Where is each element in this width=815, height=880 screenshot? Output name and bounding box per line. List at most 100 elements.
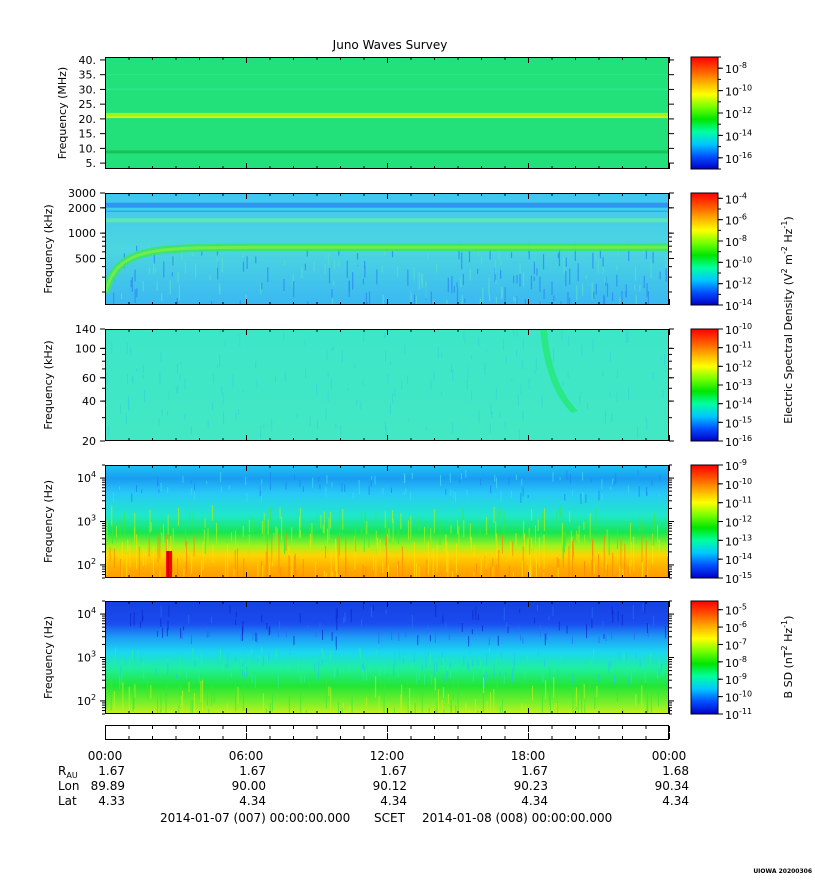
y-tick-label: 500 [75, 252, 96, 265]
time-tick-label: 00:00 [88, 749, 123, 763]
time-tick-label: 12:00 [370, 749, 405, 763]
colorbar-tick-exponent: -16 [739, 151, 752, 160]
colorbar-tick-exponent: -9 [739, 458, 747, 467]
colorbar-tick-exponent: -14 [739, 298, 752, 307]
y-axis-label: Frequency (kHz) [42, 340, 55, 429]
colorbar-tick-exponent: -10 [739, 84, 752, 93]
y-tick-label: 60 [82, 372, 96, 385]
ephemeris-row-label: Lon [58, 779, 79, 793]
y-tick-label: 104 [77, 470, 96, 485]
y-tick-label: 30. [79, 83, 97, 96]
colorbar-tick-label: 10-6 [725, 213, 747, 228]
spectrogram-mhz [105, 57, 669, 169]
colorbar-scale [690, 328, 719, 442]
radio-burst [540, 329, 578, 413]
colorbar-tick-label: 10-13 [725, 378, 752, 393]
time-axis-ticks [105, 726, 670, 739]
panel-mhz: 5. 10.15. 20. 25. 30.35. 40. Frequency (MHz) 10… [56, 54, 752, 170]
start-time-label: 2014-01-07 (007) 00:00:00.000 [160, 811, 350, 825]
colorbar-scale [690, 600, 719, 715]
y-axis-label: Frequency (kHz) [42, 204, 55, 293]
y-tick-label: 104 [77, 606, 96, 621]
y-tick-exponent: 2 [91, 557, 96, 566]
ephemeris-value: 90.12 [373, 779, 407, 793]
colorbar-khz_high: 10-4 10-6 10-8 10-10 10-12 10-14 [690, 191, 752, 313]
time-axis-labels: 00:00 06:00 12:00 18:00 00:00 [88, 749, 687, 763]
emission-band [105, 116, 669, 119]
colorbar-khz_low: 10-10 10-11 10-12 10-13 10-14 10-15 10-16 [690, 322, 752, 449]
emission-band [105, 136, 669, 138]
colorbar-tick-exponent: -12 [739, 515, 752, 524]
y-axis-label: Frequency (MHz) [56, 67, 69, 159]
ephemeris-value: 4.34 [662, 794, 689, 808]
end-time-label: 2014-01-08 (008) 00:00:00.000 [422, 811, 612, 825]
colorbar-tick-label: 10-10 [725, 255, 752, 270]
colorbar-tick-exponent: -12 [739, 106, 752, 115]
colorbar-tick-label: 10-10 [725, 690, 752, 705]
colorbar-tick-label: 10-6 [725, 620, 747, 635]
y-tick-label: 1000 [68, 227, 96, 240]
colorbar-tick-exponent: -7 [739, 637, 747, 646]
spectrogram-hz_b [105, 601, 669, 714]
y-tick-label: 20 [82, 435, 96, 448]
ephemeris-table: RAU 1.67 1.67 1.67 1.67 1.68 Lon 89.89 90.00 90.1… [58, 764, 689, 808]
y-tick-label: 102 [77, 693, 96, 708]
y-tick-label: 140 [75, 323, 96, 336]
ephemeris-value: 1.67 [521, 764, 548, 778]
ephemeris-value: 1.67 [239, 764, 266, 778]
spectrogram-khz_high [105, 193, 669, 305]
ephemeris-value: 89.89 [91, 779, 125, 793]
y-tick-label: 2000 [68, 202, 96, 215]
ephemeris-value: 1.68 [662, 764, 689, 778]
colorbar-hz_b: 10-5 10-6 10-7 10-8 10-9 10-10 10-11 [690, 600, 752, 722]
colorbar-tick-label: 10-9 [725, 672, 747, 687]
colorbar-tick-label: 10-16 [725, 151, 752, 166]
y-tick-label: 102 [77, 557, 96, 572]
colorbar-tick-exponent: -10 [739, 690, 752, 699]
colorbar-tick-exponent: -15 [739, 571, 752, 580]
colorbar-tick-exponent: -11 [739, 707, 752, 716]
y-tick-label: 103 [77, 514, 96, 529]
y-tick-label: 103 [77, 650, 96, 665]
y-tick-exponent: 2 [91, 693, 96, 702]
colorbar-tick-exponent: -12 [739, 277, 752, 286]
colorbar-tick-label: 10-12 [725, 515, 752, 530]
ephemeris-row-subscript: AU [66, 771, 77, 780]
colorbar-tick-label: 10-11 [725, 496, 752, 511]
colorbar-tick-exponent: -10 [739, 322, 752, 331]
colorbar-title-electric: Electric Spectral Density (V2 m-2 Hz-1) [780, 216, 795, 423]
colorbar-tick-exponent: -10 [739, 477, 752, 486]
colorbar-tick-label: 10-4 [725, 191, 747, 206]
spectrogram-background [105, 601, 669, 714]
colorbar-scale [690, 192, 719, 306]
colorbar-tick-exponent: -14 [739, 128, 752, 137]
ephemeris-value: 90.00 [232, 779, 266, 793]
colorbar-tick-label: 10-14 [725, 128, 752, 143]
y-tick-exponent: 3 [91, 650, 96, 659]
scet-label: SCET [374, 811, 406, 825]
colorbar-tick-exponent: -16 [739, 434, 752, 443]
ephemeris-row-label: Lat [58, 794, 77, 808]
colorbar-tick-label: 10-13 [725, 533, 752, 548]
ephemeris-value: 4.34 [380, 794, 407, 808]
colorbar-tick-exponent: -9 [739, 672, 747, 681]
colorbar-tick-exponent: -15 [739, 415, 752, 424]
y-axis-label: Frequency (Hz) [42, 616, 55, 699]
spectrogram-hz_e [105, 465, 669, 578]
ephemeris-value: 4.34 [239, 794, 266, 808]
colorbar-tick-label: 10-15 [725, 571, 752, 586]
emission-band [105, 88, 669, 91]
y-tick-label: 25. [79, 98, 97, 111]
ephemeris-value: 90.34 [655, 779, 689, 793]
colorbar-title-magnetic: B SD (nT2 Hz-1) [780, 616, 795, 699]
emission-band [105, 74, 669, 76]
emission-band [105, 150, 669, 154]
y-tick-exponent: 4 [91, 606, 96, 615]
time-tick-label: 06:00 [229, 749, 264, 763]
colorbar-tick-label: 10-10 [725, 477, 752, 492]
y-tick-label: 5. [86, 157, 97, 170]
